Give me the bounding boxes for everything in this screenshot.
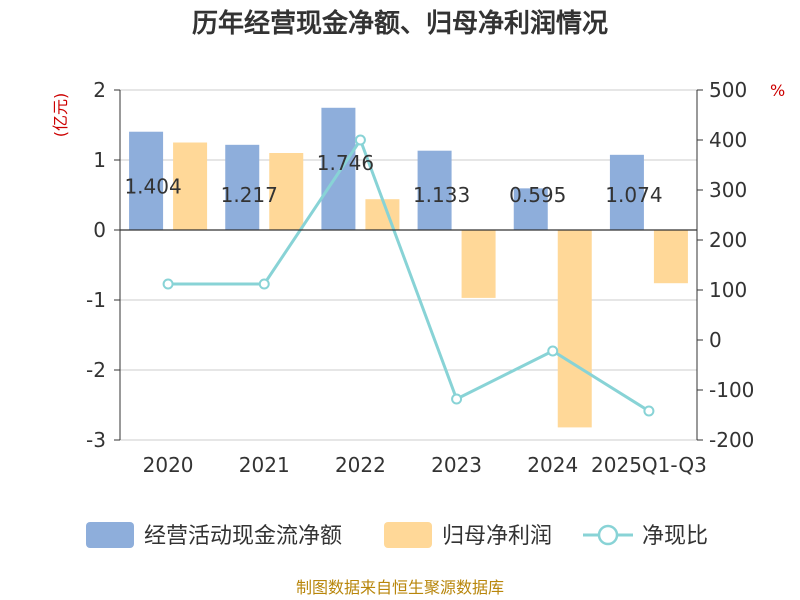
data-labels: 1.404 1.217 1.746 1.133 0.595 1.074 [124, 151, 662, 207]
bar-cash-flow [321, 107, 356, 230]
right-tick-label: 500 [709, 78, 747, 102]
right-tick-label: -100 [709, 378, 754, 402]
left-tick-label: -2 [86, 358, 106, 382]
right-axis-unit: % [770, 81, 785, 100]
x-tick-label: 2022 [335, 453, 386, 477]
legend-label-ratio: 净现比 [642, 524, 708, 549]
bar-cash-flow [129, 131, 164, 230]
ratio-point [547, 345, 559, 357]
bar-net-profit [557, 230, 592, 428]
x-tick-label: 2023 [431, 453, 482, 477]
bar-cash-flow [225, 144, 260, 230]
left-axis-unit: (亿元) [51, 93, 70, 138]
left-tick-label: 1 [93, 148, 106, 172]
x-tick-label: 2021 [239, 453, 290, 477]
data-label-cash-flow: 1.746 [317, 151, 374, 175]
ratio-point [643, 405, 655, 417]
right-tick-label: 200 [709, 228, 747, 252]
x-tick-label: 2024 [527, 453, 578, 477]
ratio-point [162, 278, 174, 290]
data-label-cash-flow: 1.133 [413, 183, 470, 207]
bar-net-profit [269, 153, 304, 230]
right-tick-label: -200 [709, 428, 754, 452]
legend-label-cash-flow: 经营活动现金流净额 [144, 524, 342, 549]
x-tick-label: 2020 [143, 453, 194, 477]
right-tick-label: 0 [709, 328, 722, 352]
data-label-cash-flow: 0.595 [509, 183, 566, 207]
bar-net-profit [365, 199, 400, 230]
legend-label-net-profit: 归母净利润 [442, 524, 552, 549]
bar-cash-flow [513, 188, 548, 230]
axes: 2 1 0 -1 -2 -3 500 400 300 200 100 0 -100 -200 2020 202… [86, 78, 754, 477]
left-tick-label: 2 [93, 78, 106, 102]
legend-swatch-cash-flow [86, 522, 134, 548]
bars [129, 107, 688, 428]
ratio-line-path [168, 136, 650, 413]
right-tick-label: 300 [709, 178, 747, 202]
source-note: 制图数据来自恒生聚源数据库 [296, 578, 504, 597]
right-tick-label: 400 [709, 128, 747, 152]
chart-title: 历年经营现金净额、归母净利润情况 [192, 8, 608, 39]
bar-net-profit [173, 142, 208, 230]
ratio-point [258, 278, 270, 290]
ratio-point [354, 134, 366, 146]
right-tick-label: 100 [709, 278, 747, 302]
legend-swatch-ratio-point [597, 524, 619, 546]
legend-swatch-net-profit [384, 522, 432, 548]
data-label-cash-flow: 1.217 [221, 183, 278, 207]
data-label-cash-flow: 1.404 [124, 175, 181, 199]
bar-net-profit [461, 230, 496, 298]
bar-net-profit [653, 230, 688, 284]
bar-cash-flow [609, 154, 644, 230]
legend: 经营活动现金流净额 归母净利润 净现比 [86, 522, 708, 549]
left-tick-label: 0 [93, 218, 106, 242]
ratio-point [451, 393, 463, 405]
data-label-cash-flow: 1.074 [605, 183, 662, 207]
left-tick-label: -1 [86, 288, 106, 312]
left-tick-label: -3 [86, 428, 106, 452]
ratio-line [162, 134, 655, 417]
x-tick-label: 2025Q1-Q3 [591, 453, 707, 477]
bar-cash-flow [417, 150, 452, 230]
